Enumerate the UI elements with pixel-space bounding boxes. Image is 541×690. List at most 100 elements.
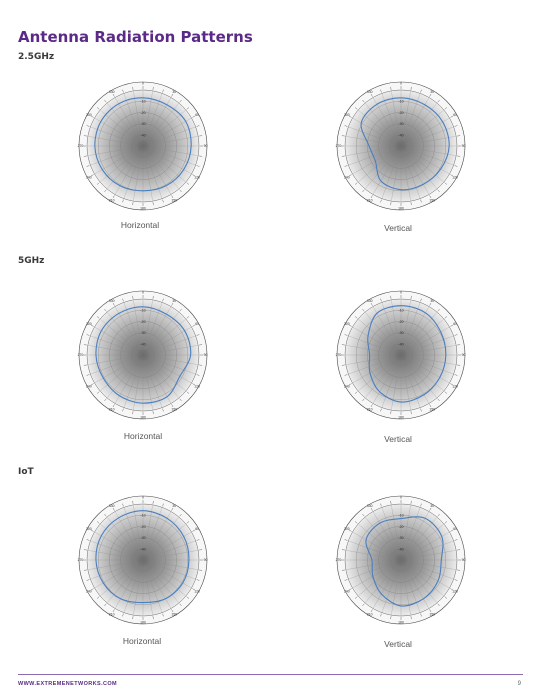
- angle-tick: [380, 503, 382, 507]
- angle-tick: [192, 174, 196, 177]
- radial-gridline: [352, 357, 397, 384]
- angle-tick: [86, 579, 90, 581]
- angle-tick: [341, 549, 345, 551]
- angle-tick: [410, 202, 412, 206]
- angle-tick: [199, 135, 203, 137]
- radial-gridline: [401, 151, 411, 202]
- angle-tick: [132, 411, 134, 415]
- radial-gridline: [348, 126, 396, 145]
- angle-tick: [196, 125, 200, 127]
- angle-tick: [454, 374, 458, 376]
- ring-label: -40: [140, 547, 145, 551]
- angle-tick: [444, 107, 448, 110]
- angle-tick: [171, 302, 174, 306]
- ring-label: -40: [140, 133, 145, 137]
- angle-tick-label: 150: [429, 612, 435, 616]
- angle-tick: [380, 613, 382, 617]
- angle-tick-label: 0: [142, 291, 144, 295]
- angle-tick: [390, 411, 392, 415]
- angle-tick-label: 60: [453, 527, 457, 531]
- angle-tick: [162, 199, 164, 203]
- radial-gridline: [406, 355, 457, 365]
- angle-tick-label: 240: [344, 384, 350, 388]
- radial-gridline: [345, 146, 396, 156]
- angle-tick: [450, 588, 454, 591]
- radial-gridline: [352, 148, 397, 175]
- angle-tick-label: 210: [367, 612, 373, 616]
- angle-tick: [344, 539, 348, 541]
- ring-label: -20: [398, 111, 403, 115]
- radial-gridline: [358, 318, 397, 352]
- range-ring: [356, 515, 446, 605]
- angle-tick: [450, 324, 454, 327]
- angle-tick: [348, 529, 352, 532]
- angle-tick: [454, 125, 458, 127]
- radial-gridline: [345, 345, 396, 355]
- angle-tick: [179, 513, 182, 517]
- angle-tick: [186, 107, 190, 110]
- radial-gridline: [404, 517, 438, 556]
- radial-gridline: [94, 357, 139, 384]
- radial-gridline: [106, 517, 140, 556]
- angle-tick: [450, 529, 454, 532]
- band-label-iot: IoT: [18, 467, 34, 477]
- angle-tick: [354, 316, 358, 319]
- radial-gridline: [106, 103, 140, 142]
- angle-tick: [162, 298, 164, 302]
- angle-tick-label: 30: [430, 90, 434, 94]
- radial-gridline: [406, 356, 454, 375]
- angle-tick: [162, 89, 164, 93]
- footer-url: WWW.EXTREMENETWORKS.COM: [18, 681, 118, 687]
- angle-tick-label: 330: [109, 90, 115, 94]
- angle-tick-label: 60: [453, 322, 457, 326]
- angle-tick-label: 180: [398, 416, 404, 420]
- angle-tick: [444, 391, 448, 394]
- angle-tick: [196, 539, 200, 541]
- radial-gridline: [148, 335, 196, 354]
- angle-tick: [152, 295, 154, 299]
- polar-chart-svg: 0 30 60 90 120 150 180 210 240 270 300 330 -10 -20 -30…: [336, 82, 466, 211]
- angle-tick: [104, 603, 107, 607]
- polar-chart-svg: 0 30 60 90 120 150 180 210 240 270 300 330 -10 -20 -30…: [336, 290, 465, 420]
- angle-tick: [362, 99, 365, 103]
- angle-tick-label: 30: [430, 504, 434, 508]
- radial-gridline: [145, 150, 172, 195]
- angle-tick-label: 120: [452, 384, 458, 388]
- radial-gridline: [406, 335, 454, 354]
- radial-gridline: [114, 511, 141, 556]
- radial-gridline: [94, 326, 139, 353]
- angle-tick-label: 60: [453, 113, 457, 117]
- radial-gridline: [381, 302, 400, 350]
- radial-gridline: [358, 149, 397, 183]
- angle-tick: [380, 408, 382, 412]
- radial-gridline: [364, 150, 398, 189]
- radial-gridline: [381, 565, 400, 613]
- radial-gridline: [148, 355, 199, 365]
- angle-tick: [96, 182, 100, 185]
- radial-gridline: [405, 318, 444, 352]
- angle-tick: [179, 398, 182, 402]
- radial-gridline: [147, 109, 186, 143]
- angle-tick-label: 270: [78, 353, 84, 357]
- ring-label: -10: [398, 514, 403, 518]
- angle-tick-label: 330: [367, 90, 373, 94]
- angle-tick: [348, 383, 352, 386]
- polar-chart-svg: 0 30 60 90 120 150 180 210 240 270 300 330 -10 -20 -30…: [78, 82, 208, 211]
- angle-tick: [344, 579, 348, 581]
- angle-tick: [132, 202, 134, 206]
- ring-label: -10: [140, 514, 145, 518]
- angle-tick-label: 90: [204, 558, 208, 562]
- angle-tick: [104, 308, 107, 312]
- angle-tick: [457, 569, 461, 571]
- polar-plot-2-5ghz-horizontal: 0 30 60 90 120 150 180 210 240 270 300 330 -10 -20 -30…: [76, 79, 210, 213]
- radial-gridline: [402, 302, 421, 350]
- angle-tick: [450, 383, 454, 386]
- radial-gridline: [148, 126, 196, 145]
- angle-tick: [122, 199, 124, 203]
- angle-tick: [454, 539, 458, 541]
- angle-tick: [112, 93, 115, 97]
- angle-tick-label: 30: [172, 504, 176, 508]
- radial-gridline: [405, 358, 444, 392]
- radial-gridline: [143, 151, 153, 202]
- angle-tick: [132, 500, 134, 504]
